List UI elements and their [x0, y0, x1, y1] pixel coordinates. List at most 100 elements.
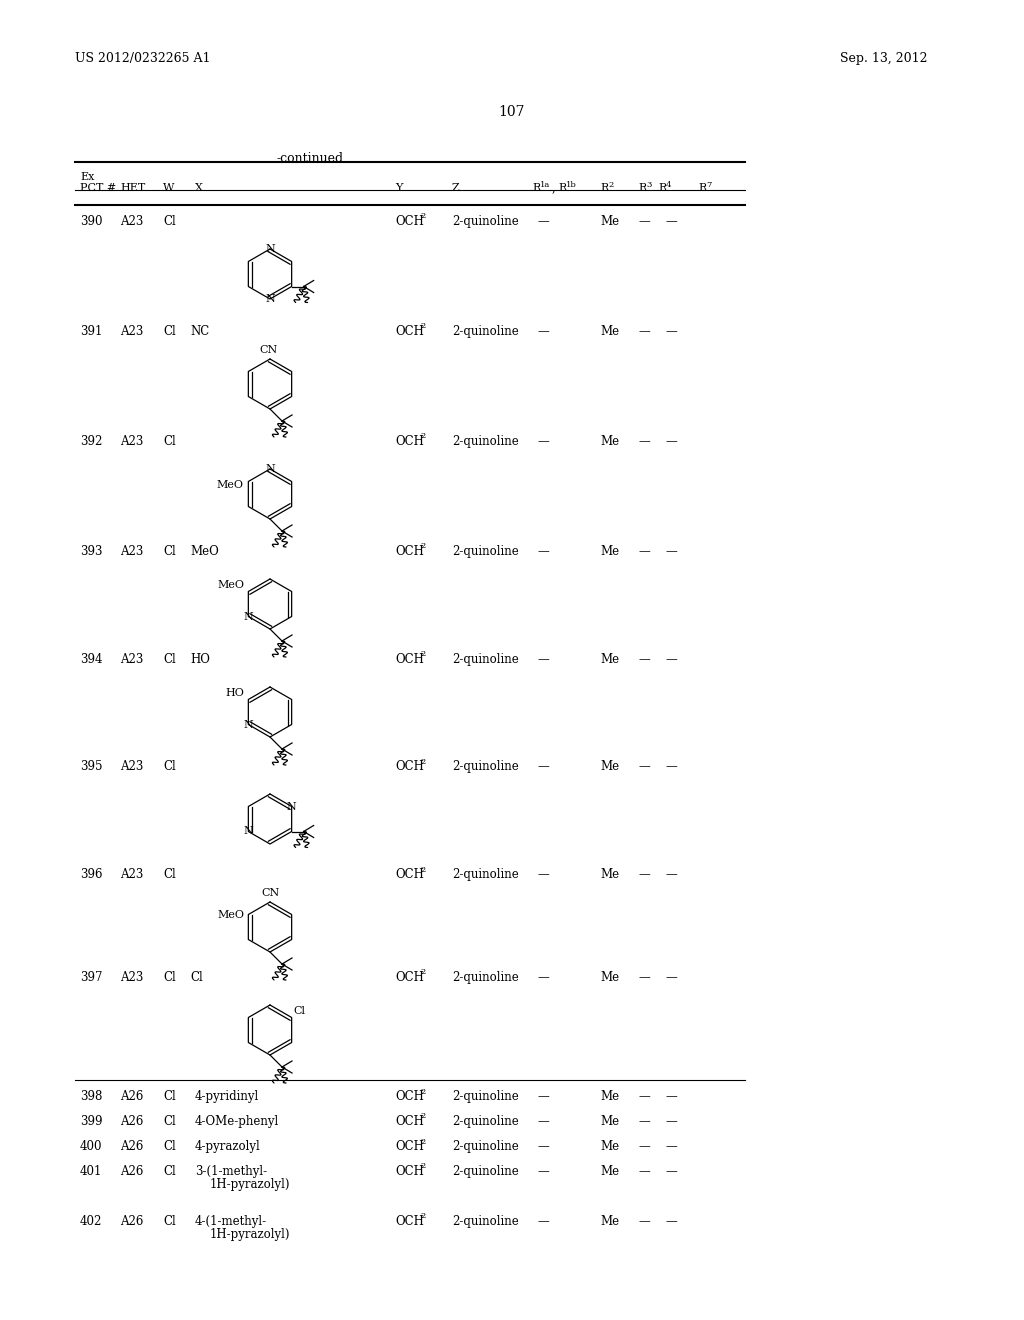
Text: —: —	[537, 869, 549, 880]
Text: —: —	[665, 215, 677, 228]
Text: 397: 397	[80, 972, 102, 983]
Text: 391: 391	[80, 325, 102, 338]
Text: W: W	[163, 183, 174, 193]
Text: R: R	[558, 183, 566, 193]
Text: —: —	[537, 325, 549, 338]
Text: OCH: OCH	[395, 1166, 424, 1177]
Text: Me: Me	[600, 1090, 620, 1104]
Text: MeO: MeO	[190, 545, 219, 558]
Text: Me: Me	[600, 1166, 620, 1177]
Text: —: —	[665, 653, 677, 667]
Text: 2: 2	[608, 181, 613, 189]
Text: Ex: Ex	[80, 172, 94, 182]
Text: 4: 4	[666, 181, 672, 189]
Text: 1H-pyrazolyl): 1H-pyrazolyl)	[210, 1177, 291, 1191]
Text: Z: Z	[452, 183, 460, 193]
Text: A23: A23	[120, 325, 143, 338]
Text: 2-quinoline: 2-quinoline	[452, 545, 519, 558]
Text: Cl: Cl	[163, 1115, 176, 1129]
Text: 2-quinoline: 2-quinoline	[452, 1140, 519, 1152]
Text: N: N	[244, 719, 253, 730]
Text: Me: Me	[600, 1214, 620, 1228]
Text: 2-quinoline: 2-quinoline	[452, 1166, 519, 1177]
Text: A26: A26	[120, 1090, 143, 1104]
Text: Me: Me	[600, 325, 620, 338]
Text: OCH: OCH	[395, 215, 424, 228]
Text: 401: 401	[80, 1166, 102, 1177]
Text: 2-quinoline: 2-quinoline	[452, 972, 519, 983]
Text: R: R	[698, 183, 707, 193]
Text: HET: HET	[120, 183, 145, 193]
Text: N: N	[265, 465, 274, 474]
Text: —: —	[638, 325, 650, 338]
Text: 2: 2	[420, 1088, 425, 1096]
Text: MeO: MeO	[217, 579, 245, 590]
Text: N: N	[265, 244, 274, 253]
Text: —: —	[537, 1090, 549, 1104]
Text: 2: 2	[420, 1138, 425, 1146]
Text: PCT #: PCT #	[80, 183, 117, 193]
Text: 3-(1-methyl-: 3-(1-methyl-	[195, 1166, 267, 1177]
Text: A23: A23	[120, 653, 143, 667]
Text: N: N	[244, 826, 253, 837]
Text: Me: Me	[600, 1140, 620, 1152]
Text: -continued: -continued	[276, 152, 344, 165]
Text: 2: 2	[420, 1163, 425, 1171]
Text: 1H-pyrazolyl): 1H-pyrazolyl)	[210, 1228, 291, 1241]
Text: A23: A23	[120, 760, 143, 774]
Text: —: —	[665, 972, 677, 983]
Text: 394: 394	[80, 653, 102, 667]
Text: NC: NC	[190, 325, 209, 338]
Text: 2: 2	[420, 1113, 425, 1121]
Text: Y: Y	[395, 183, 402, 193]
Text: CN: CN	[259, 345, 278, 355]
Text: Me: Me	[600, 869, 620, 880]
Text: HO: HO	[225, 688, 245, 697]
Text: 395: 395	[80, 760, 102, 774]
Text: A23: A23	[120, 215, 143, 228]
Text: 2-quinoline: 2-quinoline	[452, 1214, 519, 1228]
Text: Cl: Cl	[163, 545, 176, 558]
Text: 2-quinoline: 2-quinoline	[452, 436, 519, 447]
Text: —: —	[665, 1090, 677, 1104]
Text: 1b: 1b	[566, 181, 577, 189]
Text: —: —	[665, 1214, 677, 1228]
Text: —: —	[665, 545, 677, 558]
Text: —: —	[537, 1140, 549, 1152]
Text: 2: 2	[420, 651, 425, 659]
Text: 2-quinoline: 2-quinoline	[452, 1090, 519, 1104]
Text: Cl: Cl	[163, 215, 176, 228]
Text: 2: 2	[420, 322, 425, 330]
Text: —: —	[638, 1140, 650, 1152]
Text: 1a: 1a	[540, 181, 550, 189]
Text: —: —	[665, 325, 677, 338]
Text: —: —	[665, 869, 677, 880]
Text: Cl: Cl	[163, 760, 176, 774]
Text: R: R	[658, 183, 667, 193]
Text: Me: Me	[600, 545, 620, 558]
Text: 2-quinoline: 2-quinoline	[452, 760, 519, 774]
Text: —: —	[537, 1115, 549, 1129]
Text: 398: 398	[80, 1090, 102, 1104]
Text: 400: 400	[80, 1140, 102, 1152]
Text: 2: 2	[420, 1213, 425, 1221]
Text: 2-quinoline: 2-quinoline	[452, 869, 519, 880]
Text: —: —	[537, 436, 549, 447]
Text: Cl: Cl	[163, 1090, 176, 1104]
Text: —: —	[638, 436, 650, 447]
Text: 107: 107	[499, 106, 525, 119]
Text: —: —	[638, 1115, 650, 1129]
Text: Me: Me	[600, 1115, 620, 1129]
Text: Me: Me	[600, 972, 620, 983]
Text: —: —	[638, 653, 650, 667]
Text: —: —	[665, 436, 677, 447]
Text: CN: CN	[261, 888, 280, 898]
Text: 2: 2	[420, 969, 425, 977]
Text: OCH: OCH	[395, 1140, 424, 1152]
Text: OCH: OCH	[395, 869, 424, 880]
Text: —: —	[537, 215, 549, 228]
Text: Cl: Cl	[163, 436, 176, 447]
Text: —: —	[537, 653, 549, 667]
Text: R: R	[638, 183, 646, 193]
Text: —: —	[638, 972, 650, 983]
